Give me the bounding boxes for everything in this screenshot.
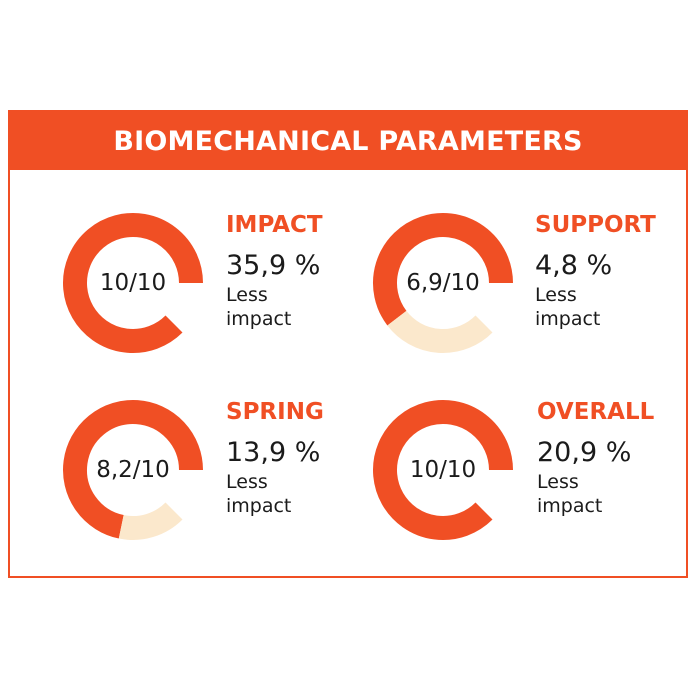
gauge-spring-fill — [63, 400, 203, 539]
metric-support-name: SUPPORT — [535, 212, 656, 238]
gauge-impact: 10/10 — [53, 203, 213, 363]
card-title: BIOMECHANICAL PARAMETERS — [113, 125, 583, 157]
metric-impact: IMPACT 35,9 % Less impact — [226, 211, 346, 331]
gauge-overall: 10/10 — [363, 390, 523, 550]
metric-spring: SPRING 13,9 % Less impact — [226, 398, 346, 518]
card-header: BIOMECHANICAL PARAMETERS — [10, 112, 686, 170]
gauge-spring-score: 8,2/10 — [96, 457, 170, 483]
gauge-spring-remainder — [118, 502, 183, 540]
metric-overall-percent: 20,9 % — [537, 437, 632, 468]
metric-spring-desc-1: Less — [226, 471, 268, 493]
gauge-overall-svg — [373, 400, 513, 540]
metric-support-desc-2: impact — [535, 308, 601, 330]
metric-spring-desc-2: impact — [226, 495, 292, 517]
metric-support-percent: 4,8 % — [535, 250, 613, 281]
gauge-support-remainder — [387, 310, 493, 353]
gauge-support-fill — [373, 213, 513, 326]
gauge-support-svg — [373, 213, 513, 353]
metric-overall: OVERALL 20,9 % Less impact — [537, 398, 657, 518]
metric-spring-percent: 13,9 % — [226, 437, 321, 468]
gauge-impact-fill — [63, 213, 203, 353]
metric-impact-desc-1: Less — [226, 284, 268, 306]
metric-overall-name: OVERALL — [537, 399, 655, 425]
gauge-support-score: 6,9/10 — [406, 270, 480, 296]
gauge-overall-score: 10/10 — [409, 457, 477, 483]
gauge-support: 6,9/10 — [363, 203, 523, 363]
metric-support-desc-1: Less — [535, 284, 577, 306]
gauge-impact-score: 10/10 — [99, 270, 167, 296]
metric-overall-desc-2: impact — [537, 495, 603, 517]
metric-overall-desc-1: Less — [537, 471, 579, 493]
gauge-spring: 8,2/10 — [53, 390, 213, 550]
metric-spring-name: SPRING — [226, 399, 324, 425]
metric-impact-desc-2: impact — [226, 308, 292, 330]
gauge-overall-fill — [373, 400, 513, 540]
metric-impact-percent: 35,9 % — [226, 250, 321, 281]
gauge-impact-svg — [63, 213, 203, 353]
gauge-spring-svg — [63, 400, 203, 540]
metric-impact-name: IMPACT — [226, 212, 323, 238]
metric-support: SUPPORT 4,8 % Less impact — [535, 211, 656, 331]
